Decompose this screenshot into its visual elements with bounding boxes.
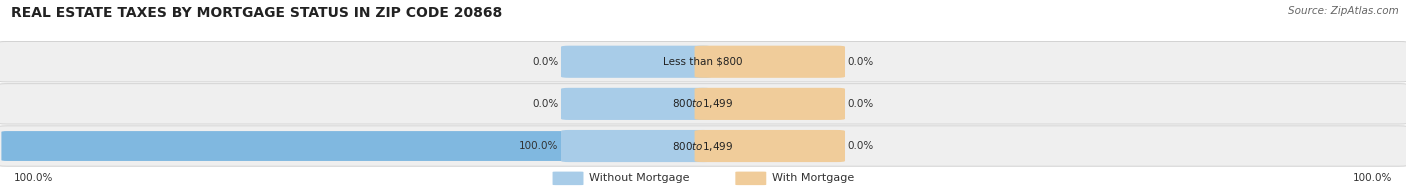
FancyBboxPatch shape — [553, 172, 583, 185]
FancyBboxPatch shape — [561, 88, 711, 120]
Text: With Mortgage: With Mortgage — [772, 173, 853, 183]
FancyBboxPatch shape — [695, 46, 845, 78]
FancyBboxPatch shape — [0, 126, 1406, 166]
Text: 0.0%: 0.0% — [531, 99, 558, 109]
Text: 100.0%: 100.0% — [1353, 173, 1392, 183]
FancyBboxPatch shape — [1, 131, 575, 161]
Text: 0.0%: 0.0% — [848, 57, 875, 67]
Text: $800 to $1,499: $800 to $1,499 — [672, 140, 734, 152]
Text: 0.0%: 0.0% — [531, 57, 558, 67]
FancyBboxPatch shape — [561, 130, 711, 162]
FancyBboxPatch shape — [0, 42, 1406, 82]
Text: 0.0%: 0.0% — [848, 141, 875, 151]
Text: REAL ESTATE TAXES BY MORTGAGE STATUS IN ZIP CODE 20868: REAL ESTATE TAXES BY MORTGAGE STATUS IN … — [11, 6, 502, 20]
Text: 100.0%: 100.0% — [519, 141, 558, 151]
Text: $800 to $1,499: $800 to $1,499 — [672, 97, 734, 110]
FancyBboxPatch shape — [695, 88, 845, 120]
Text: Less than $800: Less than $800 — [664, 57, 742, 67]
FancyBboxPatch shape — [0, 84, 1406, 124]
Text: Without Mortgage: Without Mortgage — [589, 173, 689, 183]
Text: 100.0%: 100.0% — [14, 173, 53, 183]
FancyBboxPatch shape — [561, 46, 711, 78]
FancyBboxPatch shape — [695, 130, 845, 162]
Text: 0.0%: 0.0% — [848, 99, 875, 109]
Text: Source: ZipAtlas.com: Source: ZipAtlas.com — [1288, 6, 1399, 16]
FancyBboxPatch shape — [735, 172, 766, 185]
